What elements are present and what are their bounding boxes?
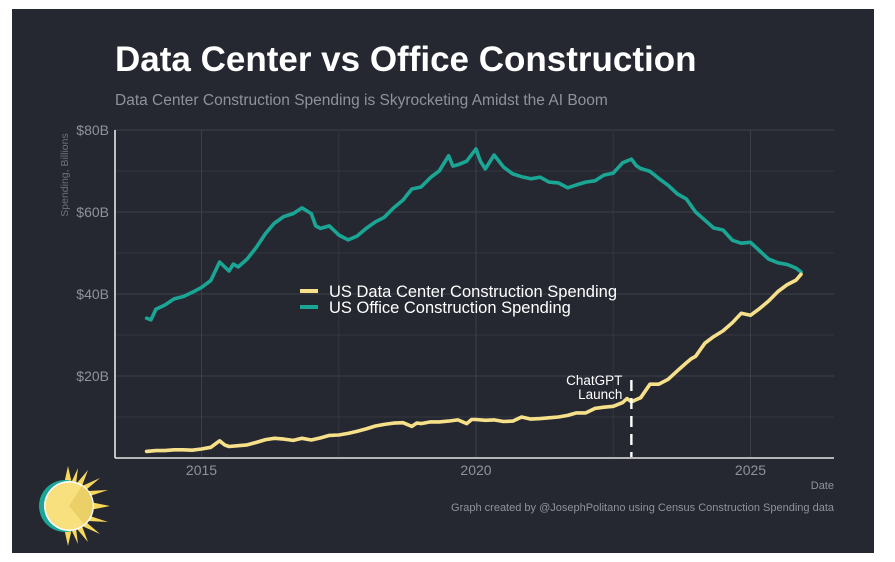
x-tick-label: 2015 bbox=[186, 462, 217, 478]
chatgpt-launch-annotation: ChatGPT Launch bbox=[566, 373, 633, 457]
legend-label-data-center: US Data Center Construction Spending bbox=[329, 283, 617, 301]
x-tick-label: 2020 bbox=[460, 462, 491, 478]
y-axis-label: Spending, Billions bbox=[59, 133, 71, 216]
y-tick-label: $80B bbox=[76, 122, 109, 138]
x-axis-ticks: 2015 2020 2025 bbox=[186, 462, 766, 478]
chart-title: Data Center vs Office Construction bbox=[115, 40, 697, 79]
annotation-text-line-2: Launch bbox=[578, 387, 622, 402]
series-line-data-center bbox=[144, 272, 803, 454]
y-tick-label: $20B bbox=[76, 368, 109, 384]
series-lines bbox=[144, 147, 803, 454]
legend: US Data Center Construction Spending US … bbox=[300, 283, 617, 317]
y-tick-label: $40B bbox=[76, 286, 109, 302]
annotation-text-line-1: ChatGPT bbox=[566, 373, 622, 388]
sun-logo-icon bbox=[39, 466, 110, 546]
y-tick-label: $60B bbox=[76, 204, 109, 220]
gridlines bbox=[115, 129, 834, 458]
chart-card bbox=[12, 9, 874, 553]
series-line-office bbox=[144, 147, 803, 322]
y-axis-ticks: $20B $40B $60B $80B bbox=[76, 122, 109, 384]
x-tick-label: 2025 bbox=[735, 462, 766, 478]
chart-subtitle: Data Center Construction Spending is Sky… bbox=[115, 92, 608, 109]
legend-label-office: US Office Construction Spending bbox=[329, 299, 571, 317]
x-axis-label: Date bbox=[811, 480, 834, 492]
source-credit: Graph created by @JosephPolitano using C… bbox=[451, 502, 834, 514]
